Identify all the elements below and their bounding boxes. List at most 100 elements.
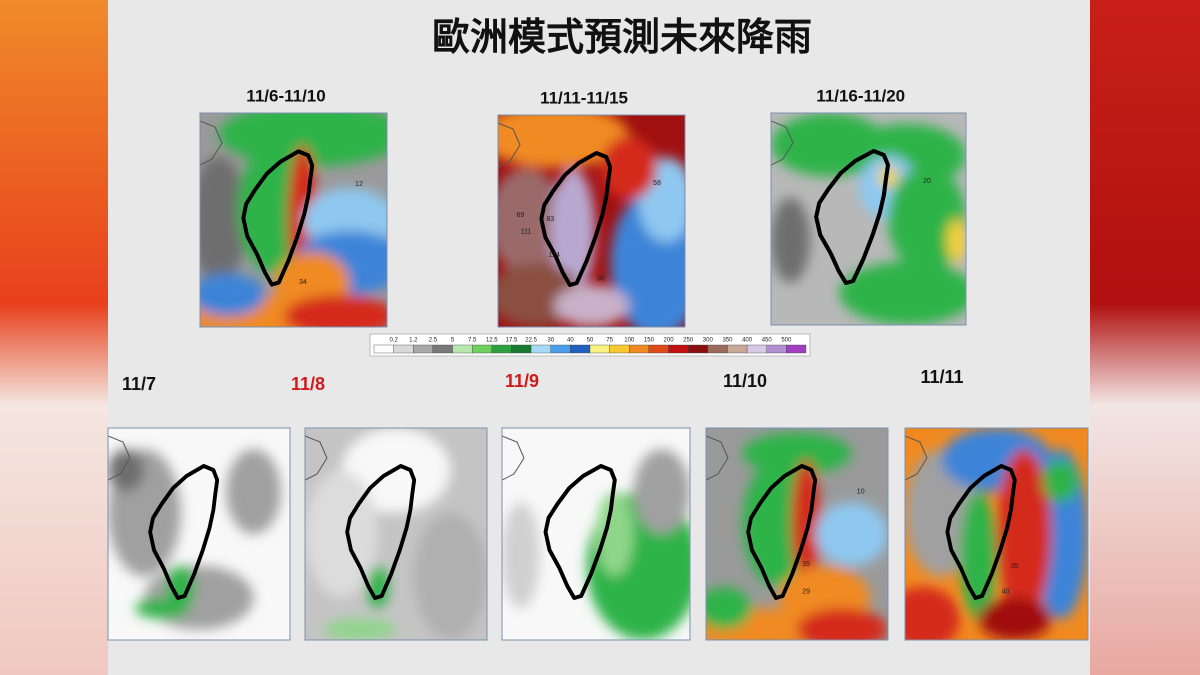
rain-blob <box>839 261 966 325</box>
colorbar-swatch <box>570 344 591 354</box>
colorbar-swatch <box>530 344 551 354</box>
colorbar-tick-label: 300 <box>703 338 714 344</box>
china-coast <box>305 435 328 481</box>
china-coast <box>771 120 794 166</box>
china-coast <box>108 435 131 481</box>
colorbar-tick-label: 2.5 <box>429 338 438 344</box>
map-value: 10 <box>857 489 865 496</box>
colorbar-swatch <box>373 344 394 354</box>
map-panel: 58 69 111 83 124 98 <box>497 114 686 328</box>
rain-blob <box>323 618 396 640</box>
map-border <box>705 427 889 641</box>
rain-field <box>905 428 1088 640</box>
colorbar-tick-label: 7.5 <box>468 338 477 344</box>
taiwan-outline <box>814 149 891 285</box>
map-border <box>501 427 691 641</box>
rain-blob <box>554 284 629 327</box>
rain-blob <box>797 608 888 640</box>
colorbar-swatch <box>629 344 650 354</box>
rain-blob <box>226 449 281 534</box>
colorbar-swatch <box>491 344 512 354</box>
map-panel <box>107 427 291 641</box>
day-label: 11/10 <box>723 371 767 391</box>
map-body: 12 34 <box>200 113 387 327</box>
china-coast <box>502 435 525 481</box>
map-body <box>108 428 290 640</box>
rain-field <box>498 115 685 327</box>
map-border <box>497 114 686 328</box>
colorbar-tick-label: 450 <box>762 338 773 344</box>
colorbar-tick-label: 150 <box>644 338 655 344</box>
colorbar-tick-label: 40 <box>567 338 574 344</box>
map-body: 58 69 111 83 124 98 <box>498 115 685 327</box>
map-value: 58 <box>653 180 661 187</box>
map-border <box>107 427 291 641</box>
colorbar-swatch <box>452 344 473 354</box>
colorbar: 0.2 1.2 2.5 5 7.5 12.5 17.5 22.5 30 40 50 75 100 150 2… <box>369 333 811 357</box>
period-label: 11/16-11/20 <box>816 86 905 105</box>
day-label: 11/11 <box>920 367 963 387</box>
rain-blob <box>108 449 145 492</box>
rain-blob <box>1042 459 1079 503</box>
colorbar-swatch <box>393 344 414 354</box>
china-coast <box>200 120 223 166</box>
map-panel: 20 <box>770 112 967 326</box>
map-value: 35 <box>1011 563 1019 570</box>
map-panel <box>304 427 488 641</box>
colorbar-tick-label: 400 <box>742 338 753 344</box>
rain-blob <box>771 197 810 283</box>
map-panel: 10 35 29 <box>705 427 889 641</box>
colorbar-swatch <box>766 344 787 354</box>
rain-blob <box>959 491 997 619</box>
colorbar-tick-label: 17.5 <box>506 338 518 344</box>
rain-field <box>502 449 690 640</box>
colorbar-swatch <box>648 344 669 354</box>
rain-blob <box>706 587 752 630</box>
colorbar-tick-label: 350 <box>722 338 733 344</box>
map-body: 35 40 <box>905 428 1088 640</box>
day-label: 11/9 <box>505 371 539 391</box>
colorbar-tick-label: 200 <box>664 338 675 344</box>
map-body <box>502 428 690 640</box>
colorbar-tick-label: 500 <box>781 338 792 344</box>
map-value: 83 <box>546 216 554 223</box>
colorbar-tick-label: 30 <box>547 338 554 344</box>
map-value: 34 <box>299 279 307 286</box>
colorbar-swatch <box>609 344 630 354</box>
map-border <box>770 112 967 326</box>
colorbar-tick-label: 250 <box>683 338 694 344</box>
colorbar-swatch <box>432 344 453 354</box>
colorbar-swatch <box>746 344 767 354</box>
rain-blob <box>946 219 966 262</box>
colorbar-tick-label: 1.2 <box>409 338 418 344</box>
map-value: 40 <box>1002 588 1010 595</box>
rain-blob <box>633 449 690 534</box>
colorbar-tick-label: 50 <box>587 338 594 344</box>
colorbar-swatch <box>687 344 709 354</box>
taiwan-outline <box>543 464 617 600</box>
colorbar-swatch <box>707 344 728 354</box>
day-label: 11/8 <box>291 374 325 394</box>
colorbar-tick-label: 22.5 <box>525 338 537 344</box>
map-border <box>199 112 388 328</box>
rain-blob <box>135 597 190 619</box>
rain-blob <box>200 273 266 317</box>
map-border <box>904 427 1089 641</box>
rain-blob <box>366 565 389 609</box>
colorbar-swatch <box>511 344 532 354</box>
map-value: 69 <box>517 212 525 219</box>
map-value: 12 <box>355 181 363 188</box>
rain-blob <box>502 502 540 609</box>
rain-blob <box>888 166 966 272</box>
rain-blob <box>815 502 888 566</box>
map-border <box>304 427 488 641</box>
rain-blob <box>200 155 247 285</box>
maps: 12 34 58 69 111 83 124 98 20 10 35 29 35 40 <box>107 112 1089 641</box>
map-panel <box>501 427 691 641</box>
map-panel: 12 34 <box>199 112 388 328</box>
colorbar-swatch <box>413 344 434 354</box>
rain-blob <box>284 294 387 327</box>
rain-blob <box>996 449 1052 619</box>
